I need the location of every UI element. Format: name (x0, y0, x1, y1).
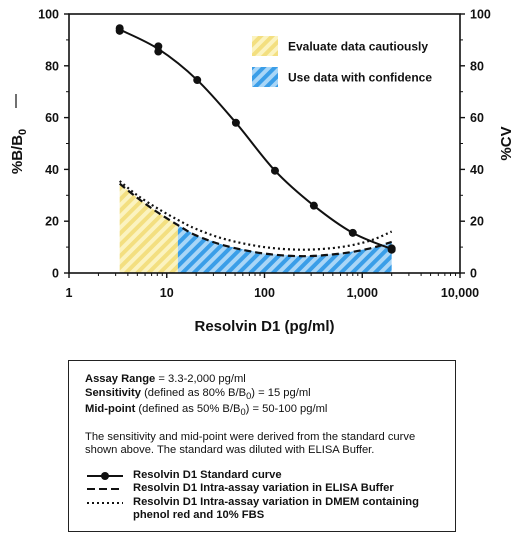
sensitivity-sub: 0 (246, 390, 252, 401)
legend-label-elisa: Resolvin D1 Intra-assay variation in ELI… (133, 482, 394, 495)
data-point-6 (270, 166, 279, 175)
region-legend-swatch-1 (252, 67, 278, 87)
midpoint-label: Mid-point (85, 403, 136, 416)
y-axis-title-main: %B/B (9, 135, 26, 174)
midpoint-sub: 0 (240, 407, 246, 418)
description-text: The sensitivity and mid-point were deriv… (85, 430, 416, 457)
data-point-5 (231, 118, 240, 127)
assay-range-label: Assay Range (85, 373, 156, 385)
region-legend-swatch-0 (252, 36, 278, 56)
y-left-tick-label-2: 40 (45, 163, 59, 177)
data-point-3 (154, 47, 163, 56)
sensitivity-row: Sensitivity (defined as 80% B/B0) = 15 p… (85, 387, 441, 404)
midpoint-text-2: ) = 50-100 pg/ml (245, 403, 328, 416)
legend-swatch-dashed (85, 482, 125, 495)
data-point-10 (387, 245, 396, 254)
y-right-tick-label-5: 100 (470, 8, 491, 22)
y-left-tick-label-1: 20 (45, 215, 59, 229)
data-point-7 (309, 201, 318, 210)
y-left-tick-label-0: 0 (52, 267, 59, 281)
region-legend-label-1: Use data with confidence (288, 71, 432, 85)
series-line-1 (118, 182, 392, 258)
data-point-1 (115, 26, 124, 35)
series-line-2 (118, 180, 393, 251)
y-left-tick-label-5: 100 (38, 8, 59, 22)
y-right-tick-label-3: 60 (470, 111, 484, 125)
legend-label-dmem: Resolvin D1 Intra-assay variation in DME… (133, 495, 419, 522)
y-right-tick-label-1: 20 (470, 215, 484, 229)
ticks-layer: 1 10 100 1,000 10,000 0 0 20 20 40 40 60 60 80 80 100 10… (38, 8, 491, 301)
legend-swatch-dotted (85, 496, 125, 509)
x-tick-label-1: 10 (160, 286, 174, 300)
y-right-tick-label-4: 80 (470, 59, 484, 73)
x-tick-label-0: 1 (66, 286, 73, 300)
sensitivity-label: Sensitivity (85, 386, 141, 399)
series-legend: Resolvin D1 Standard curve Resolvin D1 I… (85, 469, 441, 523)
y-right-tick-label-0: 0 (470, 267, 477, 281)
x-tick-label-2: 100 (254, 286, 275, 300)
midpoint-text-1: (defined as 50% B/B (135, 403, 241, 416)
y-right-tick-label-2: 40 (470, 163, 484, 177)
region-1 (177, 225, 392, 273)
y-left-tick-label-3: 60 (45, 111, 59, 125)
assay-range-row: Assay Range = 3.3-2,000 pg/ml (85, 373, 441, 387)
sensitivity-text-2: ) = 15 pg/ml (251, 386, 311, 399)
y-left-tick-label-4: 80 (45, 59, 59, 73)
legend-swatch-solid (85, 469, 125, 482)
y-axis-title-sub: 0 (17, 129, 29, 135)
x-axis-title: Resolvin D1 (pg/ml) (194, 318, 334, 335)
y-axis-title-left: %B/B0 (9, 129, 29, 174)
sensitivity-text-1: (defined as 80% B/B (140, 386, 247, 399)
x-tick-label-3: 1,000 (347, 286, 378, 300)
x-tick-label-4: 10,000 (441, 286, 479, 300)
legend-item-standard: Resolvin D1 Standard curve (85, 469, 441, 483)
chart-svg: 1 10 100 1,000 10,000 0 0 20 20 40 40 60 60 80 80 100 10… (9, 8, 515, 336)
assay-range-value: = 3.3-2,000 pg/ml (155, 373, 246, 385)
region-legend-label-0: Evaluate data cautiously (288, 40, 428, 54)
midpoint-row: Mid-point (defined as 50% B/B0) = 50-100… (85, 403, 441, 420)
y-axis-title-right: %CV (498, 126, 515, 160)
series-layer (115, 24, 396, 258)
info-box: Assay Range = 3.3-2,000 pg/ml Sensitivit… (68, 360, 456, 532)
legend-label-standard: Resolvin D1 Standard curve (133, 468, 282, 481)
region-legend: Evaluate data cautiously Use data with co… (252, 36, 432, 87)
region-0 (119, 183, 178, 273)
legend-item-dmem: Resolvin D1 Intra-assay variation in DME… (85, 496, 441, 523)
regions-layer (119, 183, 392, 273)
legend-item-elisa: Resolvin D1 Intra-assay variation in ELI… (85, 482, 441, 496)
data-point-4 (193, 76, 202, 85)
data-point-8 (348, 228, 357, 237)
